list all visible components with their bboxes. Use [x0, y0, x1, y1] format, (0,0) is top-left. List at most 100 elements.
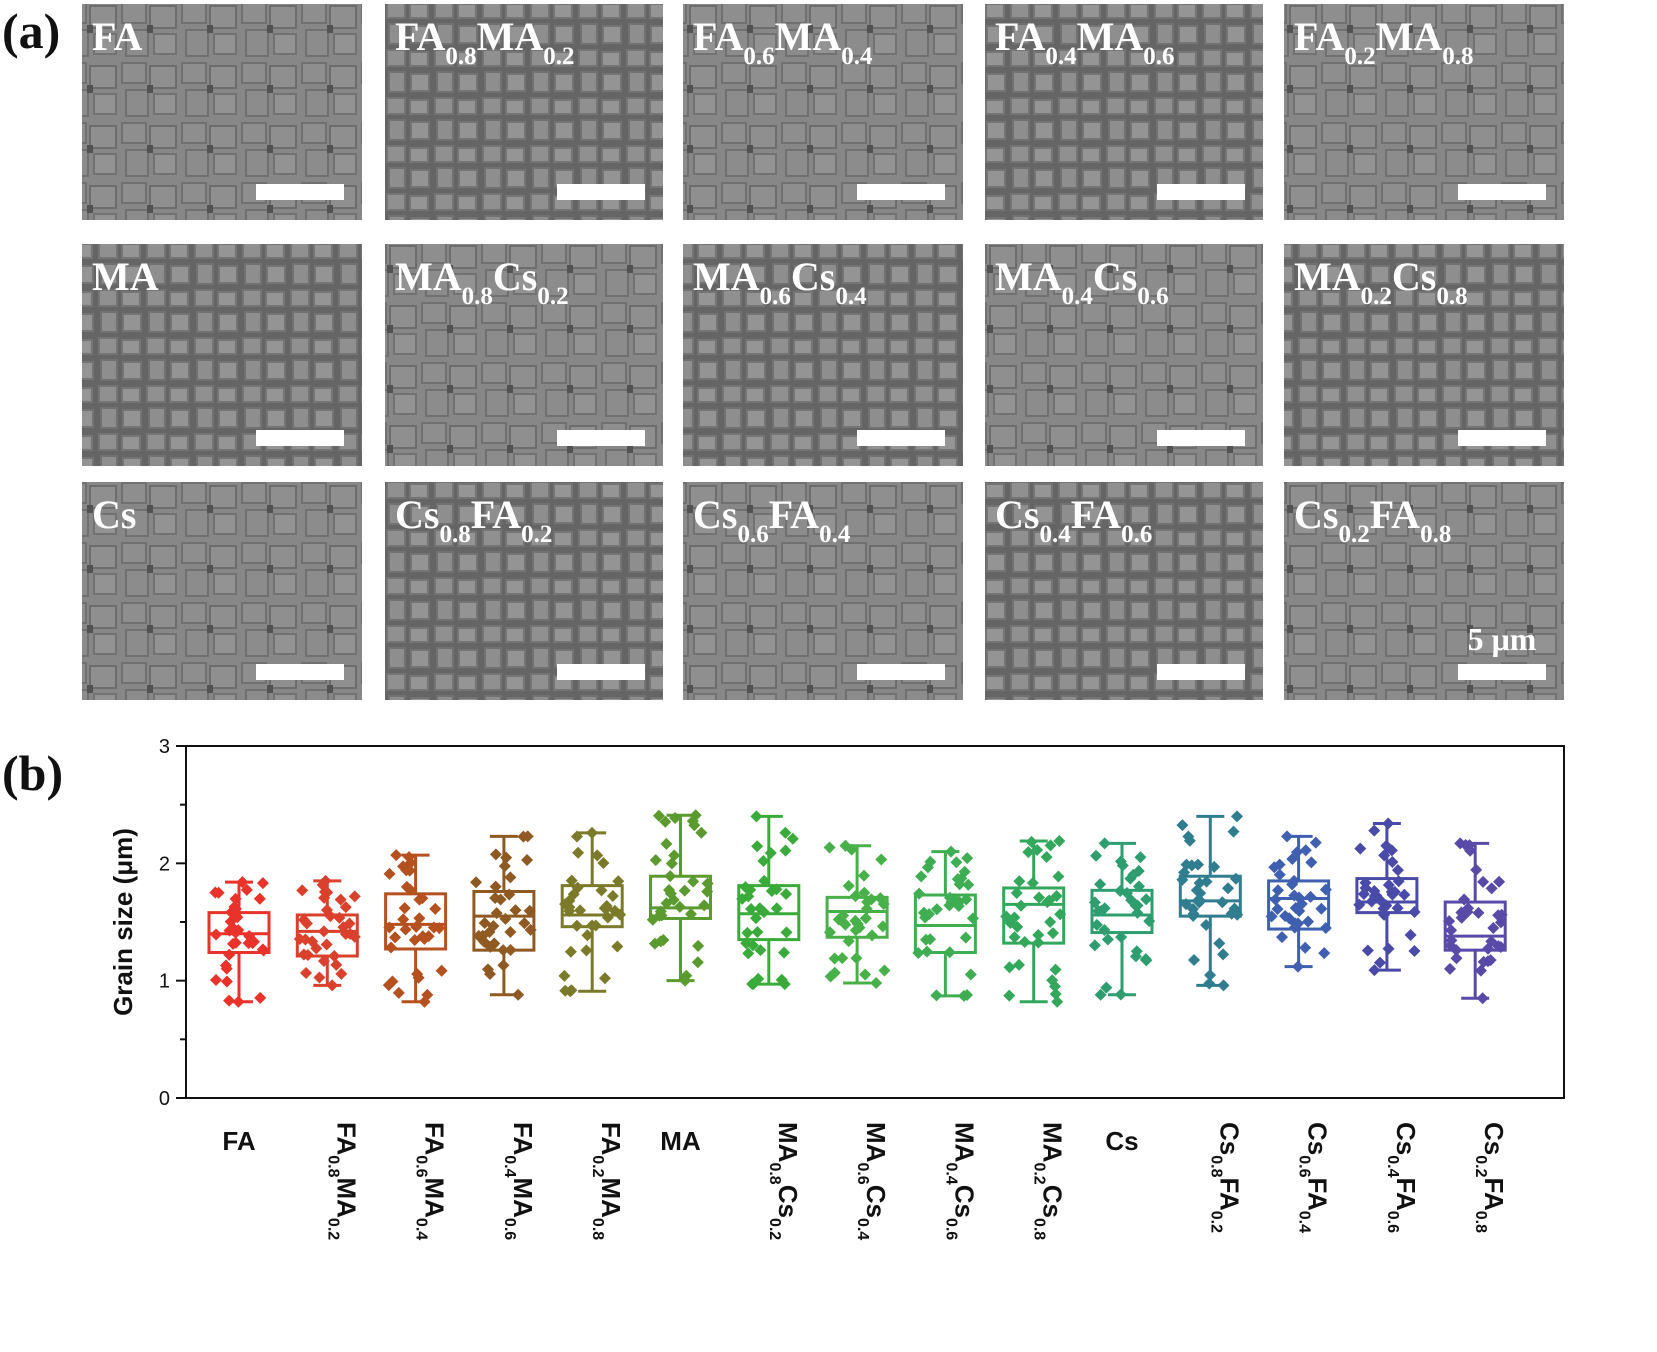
data-point — [254, 991, 267, 1004]
data-point — [850, 952, 863, 965]
data-point — [383, 921, 396, 934]
data-point — [1014, 899, 1027, 912]
box-plot — [207, 876, 271, 1008]
sem-image-texture — [985, 244, 1263, 466]
data-point — [334, 893, 347, 906]
scale-bar — [1458, 430, 1546, 446]
data-point — [512, 988, 525, 1001]
data-point — [1398, 888, 1411, 901]
data-point — [930, 989, 943, 1002]
x-category-label-group: MA0.6Cs0.4 — [855, 1122, 892, 1240]
sem-image-label: MA0.2Cs0.8 — [1294, 254, 1468, 310]
data-point — [857, 869, 870, 882]
data-point — [1382, 817, 1395, 830]
data-point — [1187, 903, 1200, 916]
data-point — [597, 856, 610, 869]
data-point — [1188, 953, 1201, 966]
data-point — [1003, 961, 1016, 974]
data-point — [1493, 875, 1506, 888]
data-point — [742, 947, 755, 960]
data-point — [293, 932, 306, 945]
data-point — [232, 995, 245, 1008]
data-point — [595, 884, 608, 897]
data-point — [701, 885, 714, 898]
data-point — [229, 926, 242, 939]
data-point — [1222, 882, 1235, 895]
data-point — [1302, 915, 1315, 928]
box-plot — [1265, 830, 1332, 973]
box-plot — [823, 839, 891, 990]
data-point — [1388, 885, 1401, 898]
data-point — [1386, 855, 1399, 868]
y-tick-label: 2 — [159, 853, 170, 875]
sem-image-texture — [683, 244, 963, 466]
data-point — [1129, 950, 1142, 963]
data-point — [563, 894, 576, 907]
data-point — [240, 883, 253, 896]
data-point — [912, 947, 925, 960]
data-point — [433, 922, 446, 935]
sem-image-texture — [82, 482, 362, 700]
data-point — [435, 964, 448, 977]
data-point — [1392, 875, 1405, 888]
data-point — [598, 972, 611, 985]
x-category-label: Cs — [1105, 1126, 1138, 1156]
data-point — [565, 874, 578, 887]
data-point — [300, 966, 313, 979]
data-point — [764, 846, 777, 859]
data-point — [823, 841, 836, 854]
data-point — [1114, 988, 1127, 1001]
data-point — [317, 925, 330, 938]
data-point — [1052, 870, 1065, 883]
data-point — [1090, 849, 1103, 862]
data-point — [878, 964, 891, 977]
scale-bar — [256, 664, 344, 680]
data-point — [1046, 927, 1059, 940]
data-point — [389, 931, 402, 944]
data-point — [930, 903, 943, 916]
sem-image: MA0.8Cs0.2 — [385, 244, 663, 466]
data-point — [1378, 849, 1391, 862]
data-point — [1026, 877, 1039, 890]
sem-image-texture — [985, 482, 1263, 700]
x-category-label-group: FA0.8MA0.2 — [325, 1122, 362, 1240]
data-point — [874, 892, 887, 905]
data-point — [664, 870, 677, 883]
data-point — [1140, 893, 1153, 906]
data-point — [1140, 954, 1153, 967]
data-point — [695, 826, 708, 839]
data-point — [779, 844, 792, 857]
data-point — [778, 946, 791, 959]
data-point — [1476, 992, 1489, 1005]
data-point — [915, 870, 928, 883]
x-category-label: Cs0.2FA0.8 — [1473, 1122, 1510, 1233]
scale-bar — [857, 184, 945, 200]
x-category-label-group: MA0.2Cs0.8 — [1031, 1122, 1068, 1240]
data-point — [489, 848, 502, 861]
data-point — [1013, 875, 1026, 888]
sem-image: FA0.2MA0.8 — [1284, 4, 1564, 220]
data-point — [701, 877, 714, 890]
sem-image: FA0.8MA0.2 — [385, 4, 663, 220]
sem-image-label: Cs0.2FA0.8 — [1294, 492, 1451, 548]
box-plot — [912, 845, 979, 1002]
data-point — [943, 946, 956, 959]
scale-bar — [256, 184, 344, 200]
data-point — [757, 854, 770, 867]
data-point — [333, 911, 346, 924]
data-point — [962, 878, 975, 891]
box-plot — [293, 874, 361, 992]
data-point — [1011, 920, 1024, 933]
data-point — [953, 878, 966, 891]
sem-image-tint — [385, 482, 663, 700]
data-point — [1204, 969, 1217, 982]
data-point — [1134, 851, 1147, 864]
data-point — [1318, 947, 1331, 960]
data-point — [390, 849, 403, 862]
box-plot — [1000, 835, 1067, 1008]
data-point — [665, 857, 678, 870]
data-point — [1477, 875, 1490, 888]
data-point — [849, 890, 862, 903]
data-point — [1217, 979, 1230, 992]
data-point — [1100, 981, 1113, 994]
